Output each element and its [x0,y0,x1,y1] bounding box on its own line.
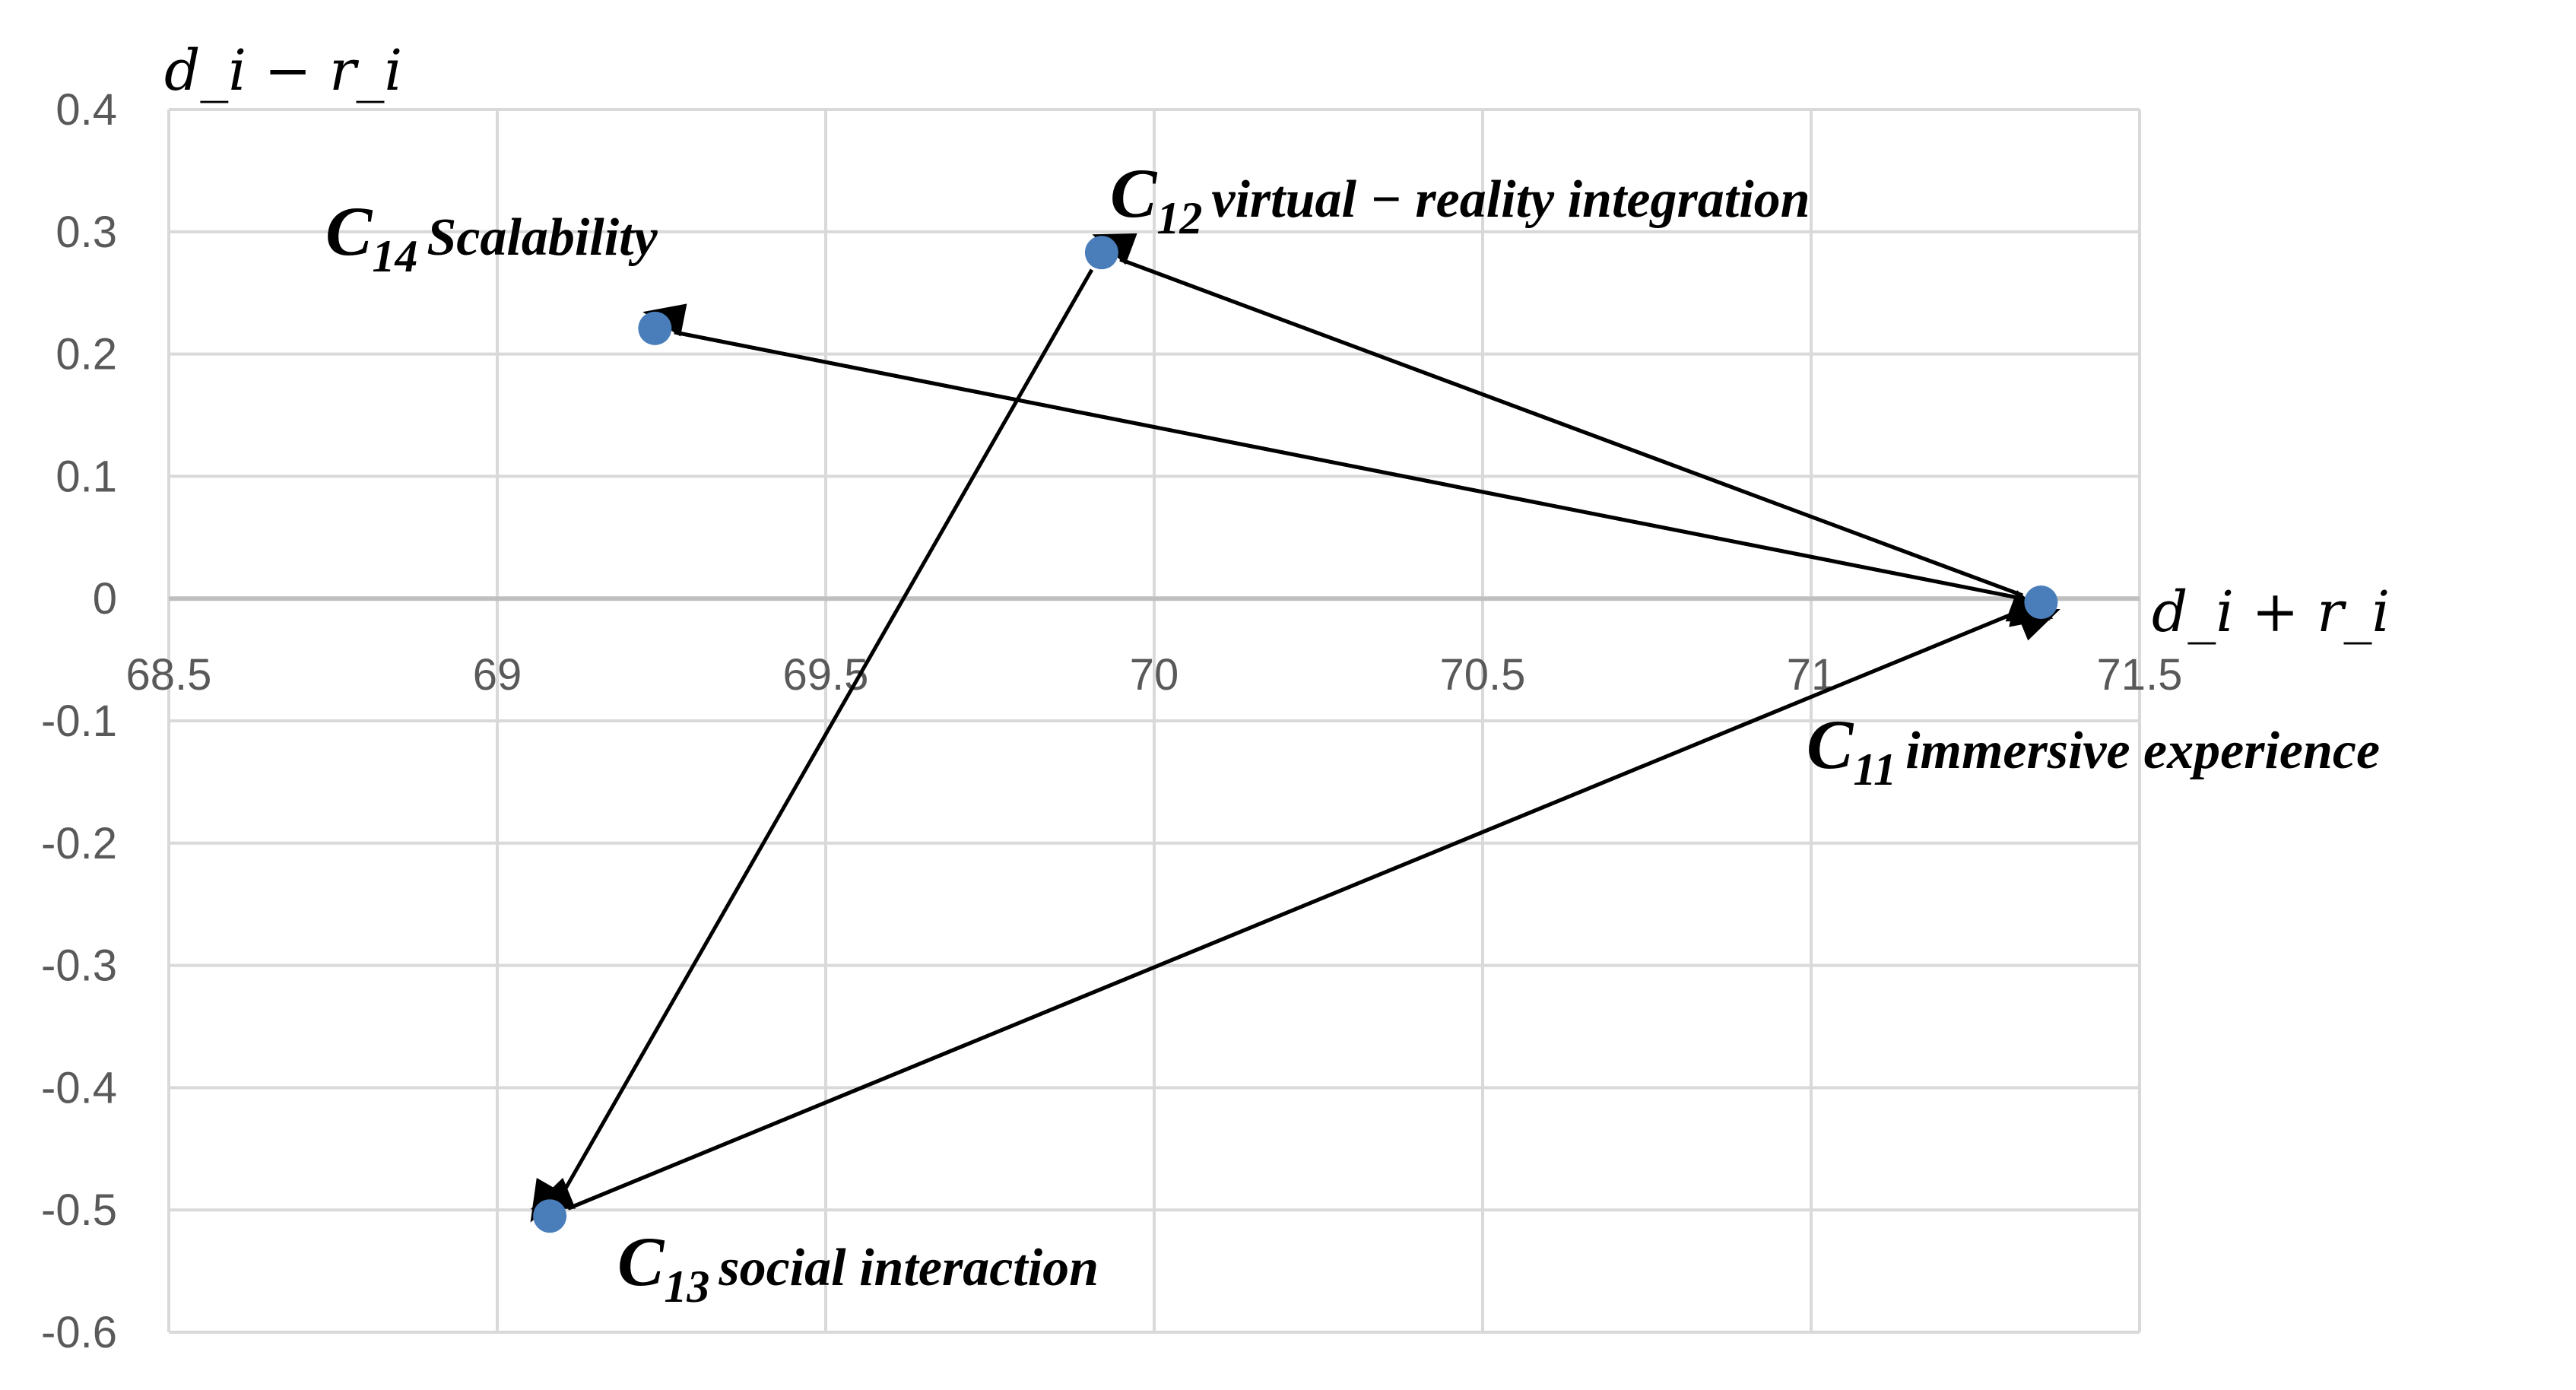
label-C14: C14 Scalability [325,192,658,281]
point-labels: C11 immersive experience C12 virtual − real… [325,154,2380,1312]
label-C12: C12 virtual − reality integration [1110,154,1810,243]
point-C14 [638,311,672,345]
y-tick-label: 0.2 [56,330,117,379]
x-tick-label: 68.5 [126,650,212,700]
x-axis-label: d_i + r_i [2152,579,2390,645]
arrow-C12-to-C11 [1119,257,2051,622]
y-tick-label: -0.6 [41,1308,117,1357]
y-axis-label: d_i − r_i [164,38,402,103]
label-C11: C11 immersive experience [1807,706,2380,795]
arrows [530,233,2060,1223]
y-tick-label: 0.3 [56,208,117,257]
point-C13 [533,1199,567,1233]
y-tick-label: 0.1 [56,452,117,501]
x-tick-label: 71 [1787,650,1836,700]
y-tick-label: 0.4 [56,85,117,135]
x-tick-label: 70.5 [1440,650,1526,700]
point-C12 [1084,236,1118,270]
arrow-C13-to-C11 [567,608,2060,1211]
y-tick-label: -0.1 [41,697,117,746]
y-tick-label: -0.3 [41,941,117,991]
x-tick-label: 69.5 [783,650,869,700]
arrow-C14-to-C11 [674,330,2054,627]
label-C13: C13 social interaction [617,1223,1099,1312]
x-tick-label: 70 [1130,650,1179,700]
points [533,236,2058,1233]
y-tick-label: -0.4 [41,1063,117,1112]
y-tick-label: 0 [93,574,117,624]
y-tick-label: -0.5 [41,1185,117,1235]
x-tick-label: 69 [473,650,522,700]
y-tick-label: -0.2 [41,819,117,868]
grid [167,108,2141,1334]
arrow-C12-to-C13 [530,268,1094,1223]
x-tick-label: 71.5 [2097,650,2183,700]
tick-labels: 68.5 69 69.5 70 70.5 71 71.5 0.4 0.3 0.2 0.1 0 -0.1 -… [41,85,2182,1357]
point-C11 [2024,586,2058,620]
